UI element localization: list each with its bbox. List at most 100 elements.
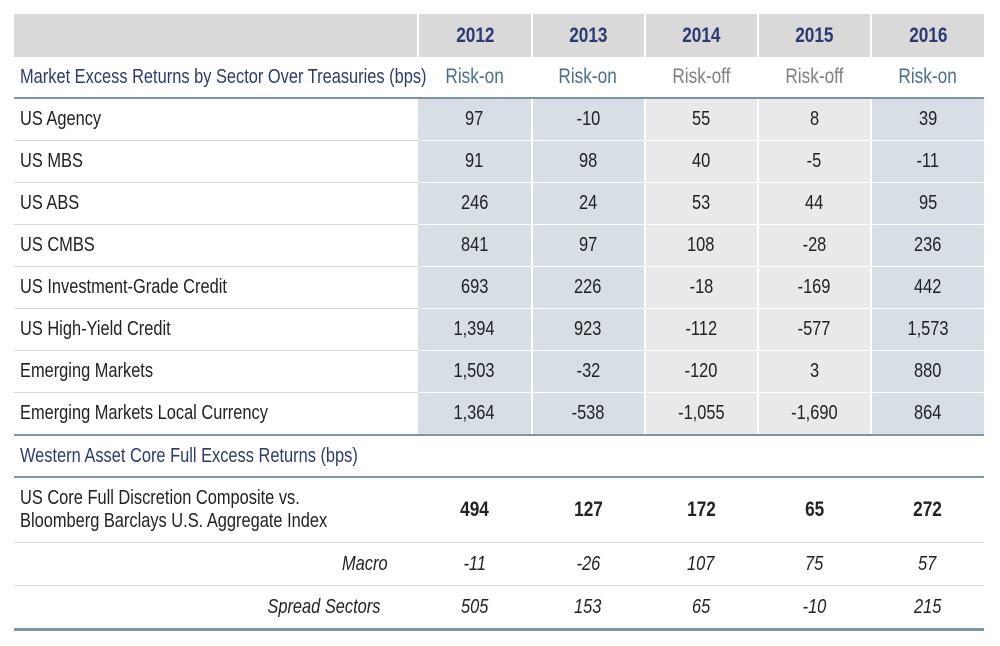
value-cell: 97 — [418, 98, 533, 141]
sub-value: 505 — [418, 585, 532, 631]
sub-value-text: 65 — [692, 595, 711, 618]
regime-label: Risk-on — [531, 57, 645, 99]
regime-label: Risk-off — [644, 57, 758, 99]
value-cell: 841 — [418, 224, 533, 267]
value-cell-text: -11 — [916, 150, 940, 172]
value-cell: -577 — [757, 308, 872, 351]
value-cell-text: 3 — [809, 360, 819, 382]
value-cell-text: 97 — [465, 108, 484, 130]
value-cell: 880 — [870, 350, 984, 393]
row-label-text: US Investment-Grade Credit — [20, 276, 227, 298]
composite-value: 65 — [757, 477, 871, 543]
value-cell-text: 24 — [578, 192, 598, 214]
table-row: US MBS 91 98 40 -5 -11 — [14, 140, 984, 183]
value-cell-text: 53 — [692, 192, 711, 214]
year-header-text: 2012 — [455, 23, 495, 47]
value-cell-text: 864 — [914, 402, 942, 424]
section2-title: Western Asset Core Full Excess Returns (… — [14, 435, 984, 478]
value-cell-text: 91 — [465, 150, 484, 172]
value-cell-text: -120 — [684, 360, 718, 382]
value-cell: 246 — [418, 182, 533, 225]
value-cell-text: 841 — [460, 234, 489, 256]
table-row: US Investment-Grade Credit 693 226 -18 -169 4… — [14, 266, 984, 309]
sub-value: 153 — [531, 585, 645, 631]
value-cell-text: -577 — [797, 318, 831, 340]
sub-value-text: 107 — [687, 552, 715, 575]
sub-row-label-text: Macro — [341, 552, 388, 575]
composite-value: 272 — [870, 477, 984, 543]
row-label-text: US ABS — [20, 192, 80, 214]
sub-value: 215 — [870, 585, 984, 631]
regime-label: Risk-off — [757, 57, 871, 99]
value-cell-text: 923 — [574, 318, 602, 340]
composite-value-text: 65 — [804, 498, 824, 521]
value-cell: -5 — [757, 140, 872, 183]
sub-value: 65 — [644, 585, 758, 631]
section2-title-text: Western Asset Core Full Excess Returns (… — [20, 444, 358, 467]
row-label: Emerging Markets — [14, 350, 419, 393]
row-label-text: US Agency — [20, 108, 102, 130]
year-header: 2016 — [870, 14, 984, 57]
row-label-text: Emerging Markets Local Currency — [20, 402, 268, 424]
value-cell-text: -18 — [689, 276, 714, 298]
value-cell-text: 226 — [574, 276, 602, 298]
sub-value-text: 153 — [574, 595, 602, 618]
value-cell-text: 97 — [578, 234, 598, 256]
value-cell-text: 442 — [914, 276, 942, 298]
sub-value: -10 — [757, 585, 871, 631]
composite-value-text: 272 — [913, 498, 942, 521]
regime-label-text: Risk-off — [785, 65, 844, 88]
regime-label: Risk-on — [418, 57, 532, 99]
sub-value-text: 75 — [805, 552, 824, 575]
value-cell: -32 — [531, 350, 646, 393]
sub-value: 57 — [870, 542, 984, 586]
value-cell: 923 — [531, 308, 646, 351]
table-row: Emerging Markets Local Currency 1,364 -538… — [14, 392, 984, 436]
value-cell: 226 — [531, 266, 646, 309]
regime-label-text: Risk-on — [445, 65, 505, 88]
section1-title-text: Market Excess Returns by Sector Over Tre… — [20, 65, 427, 88]
composite-value: 172 — [644, 477, 758, 543]
sub-value: 75 — [757, 542, 871, 586]
value-cell: 97 — [531, 224, 646, 267]
returns-table: 2012 2013 2014 2015 2016 Market Excess Return… — [14, 14, 984, 631]
year-header: 2012 — [418, 14, 533, 57]
composite-row: US Core Full Discretion Composite vs. Blo… — [14, 477, 984, 543]
value-cell: -28 — [757, 224, 872, 267]
value-cell-text: -28 — [802, 234, 827, 256]
value-cell-text: 95 — [918, 192, 938, 214]
row-label: US CMBS — [14, 224, 419, 267]
value-cell-text: -32 — [576, 360, 600, 382]
row-label: US High-Yield Credit — [14, 308, 419, 351]
composite-label-line: US Core Full Discretion Composite vs. — [20, 487, 300, 509]
table-row: US High-Yield Credit 1,394 923 -112 -577 1,57… — [14, 308, 984, 351]
value-cell: -1,690 — [757, 392, 872, 436]
row-label-text: US MBS — [20, 150, 83, 172]
value-cell-text: 246 — [460, 192, 489, 214]
value-cell: 1,573 — [870, 308, 984, 351]
value-cell-text: 880 — [914, 360, 942, 382]
sub-value-text: 57 — [918, 552, 937, 575]
value-cell: -538 — [531, 392, 646, 436]
row-label: US Investment-Grade Credit — [14, 266, 419, 309]
regime-label-text: Risk-on — [558, 65, 618, 88]
value-cell: 39 — [870, 98, 984, 141]
table-row: Emerging Markets 1,503 -32 -120 3 880 — [14, 350, 984, 393]
value-cell-text: 44 — [805, 192, 824, 214]
value-cell: 91 — [418, 140, 533, 183]
value-cell-text: 98 — [578, 150, 598, 172]
value-cell-text: -1,690 — [791, 402, 838, 424]
year-header: 2015 — [757, 14, 872, 57]
value-cell: -11 — [870, 140, 984, 183]
composite-value: 127 — [531, 477, 645, 543]
row-label: Emerging Markets Local Currency — [14, 392, 419, 436]
sub-row-label-text: Spread Sectors — [266, 595, 380, 618]
value-cell-text: -112 — [685, 318, 717, 340]
value-cell: -1,055 — [644, 392, 759, 436]
value-cell-text: 8 — [809, 108, 819, 130]
value-cell: 693 — [418, 266, 533, 309]
value-cell-text: 55 — [692, 108, 711, 130]
year-header-text: 2013 — [568, 23, 608, 47]
value-cell: -169 — [757, 266, 872, 309]
value-cell-text: 1,394 — [453, 318, 495, 340]
